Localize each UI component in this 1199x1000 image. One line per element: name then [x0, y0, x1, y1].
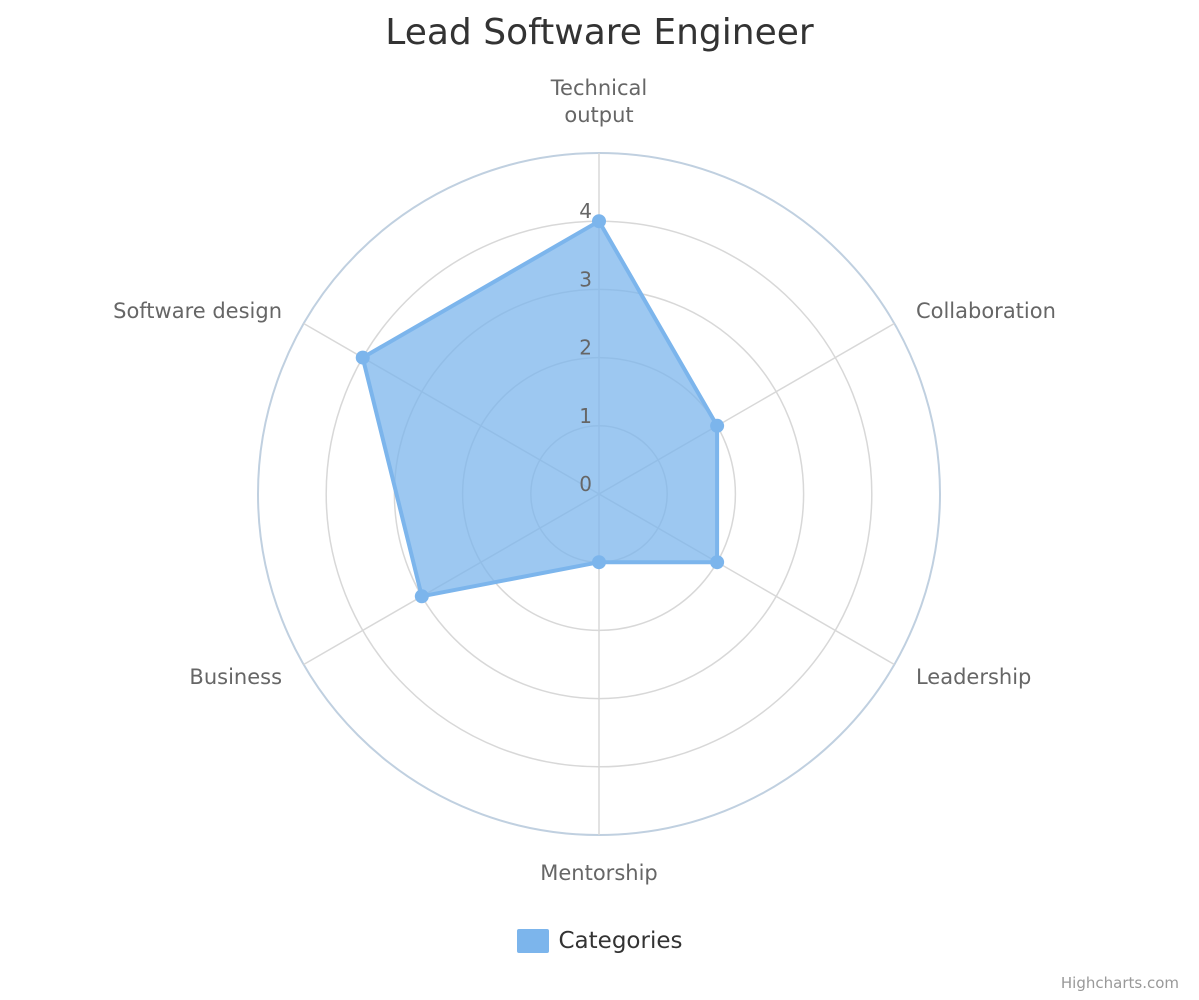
category-label-line: Technical	[550, 76, 647, 100]
data-point	[710, 555, 725, 570]
y-tick-label: 0	[579, 472, 592, 496]
category-label: Collaboration	[916, 299, 1056, 323]
data-point	[355, 350, 370, 365]
y-tick-label: 3	[579, 267, 592, 291]
category-label: Technical output	[550, 76, 647, 127]
legend-label: Categories	[558, 928, 683, 954]
series-area	[360, 219, 720, 599]
data-point	[592, 214, 606, 229]
y-tick-label: 1	[579, 404, 592, 428]
data-point	[710, 418, 725, 433]
category-label-line: Software design	[113, 299, 282, 323]
series-layer	[355, 214, 725, 604]
legend-item[interactable]: Categories	[0, 928, 1199, 954]
category-label-line: Business	[189, 665, 282, 689]
y-tick-label: 2	[579, 336, 592, 360]
label-layer: 0 1 2 3 4 Technical output Collaboration Leaders…	[113, 76, 1056, 885]
category-label: Business	[189, 665, 282, 689]
category-label-line: Collaboration	[916, 299, 1056, 323]
y-tick-label: 4	[579, 199, 592, 223]
category-label-line: Leadership	[916, 665, 1031, 689]
chart-title: Lead Software Engineer	[385, 12, 814, 53]
legend-swatch-icon	[516, 929, 549, 953]
credits-link[interactable]: Highcharts.com	[1060, 974, 1179, 992]
category-label: Leadership	[916, 665, 1031, 689]
category-label-line: output	[564, 103, 633, 127]
data-point	[592, 555, 606, 570]
category-label: Mentorship	[540, 861, 657, 885]
data-point	[414, 589, 429, 604]
category-label: Software design	[113, 299, 282, 323]
category-label-line: Mentorship	[540, 861, 657, 885]
